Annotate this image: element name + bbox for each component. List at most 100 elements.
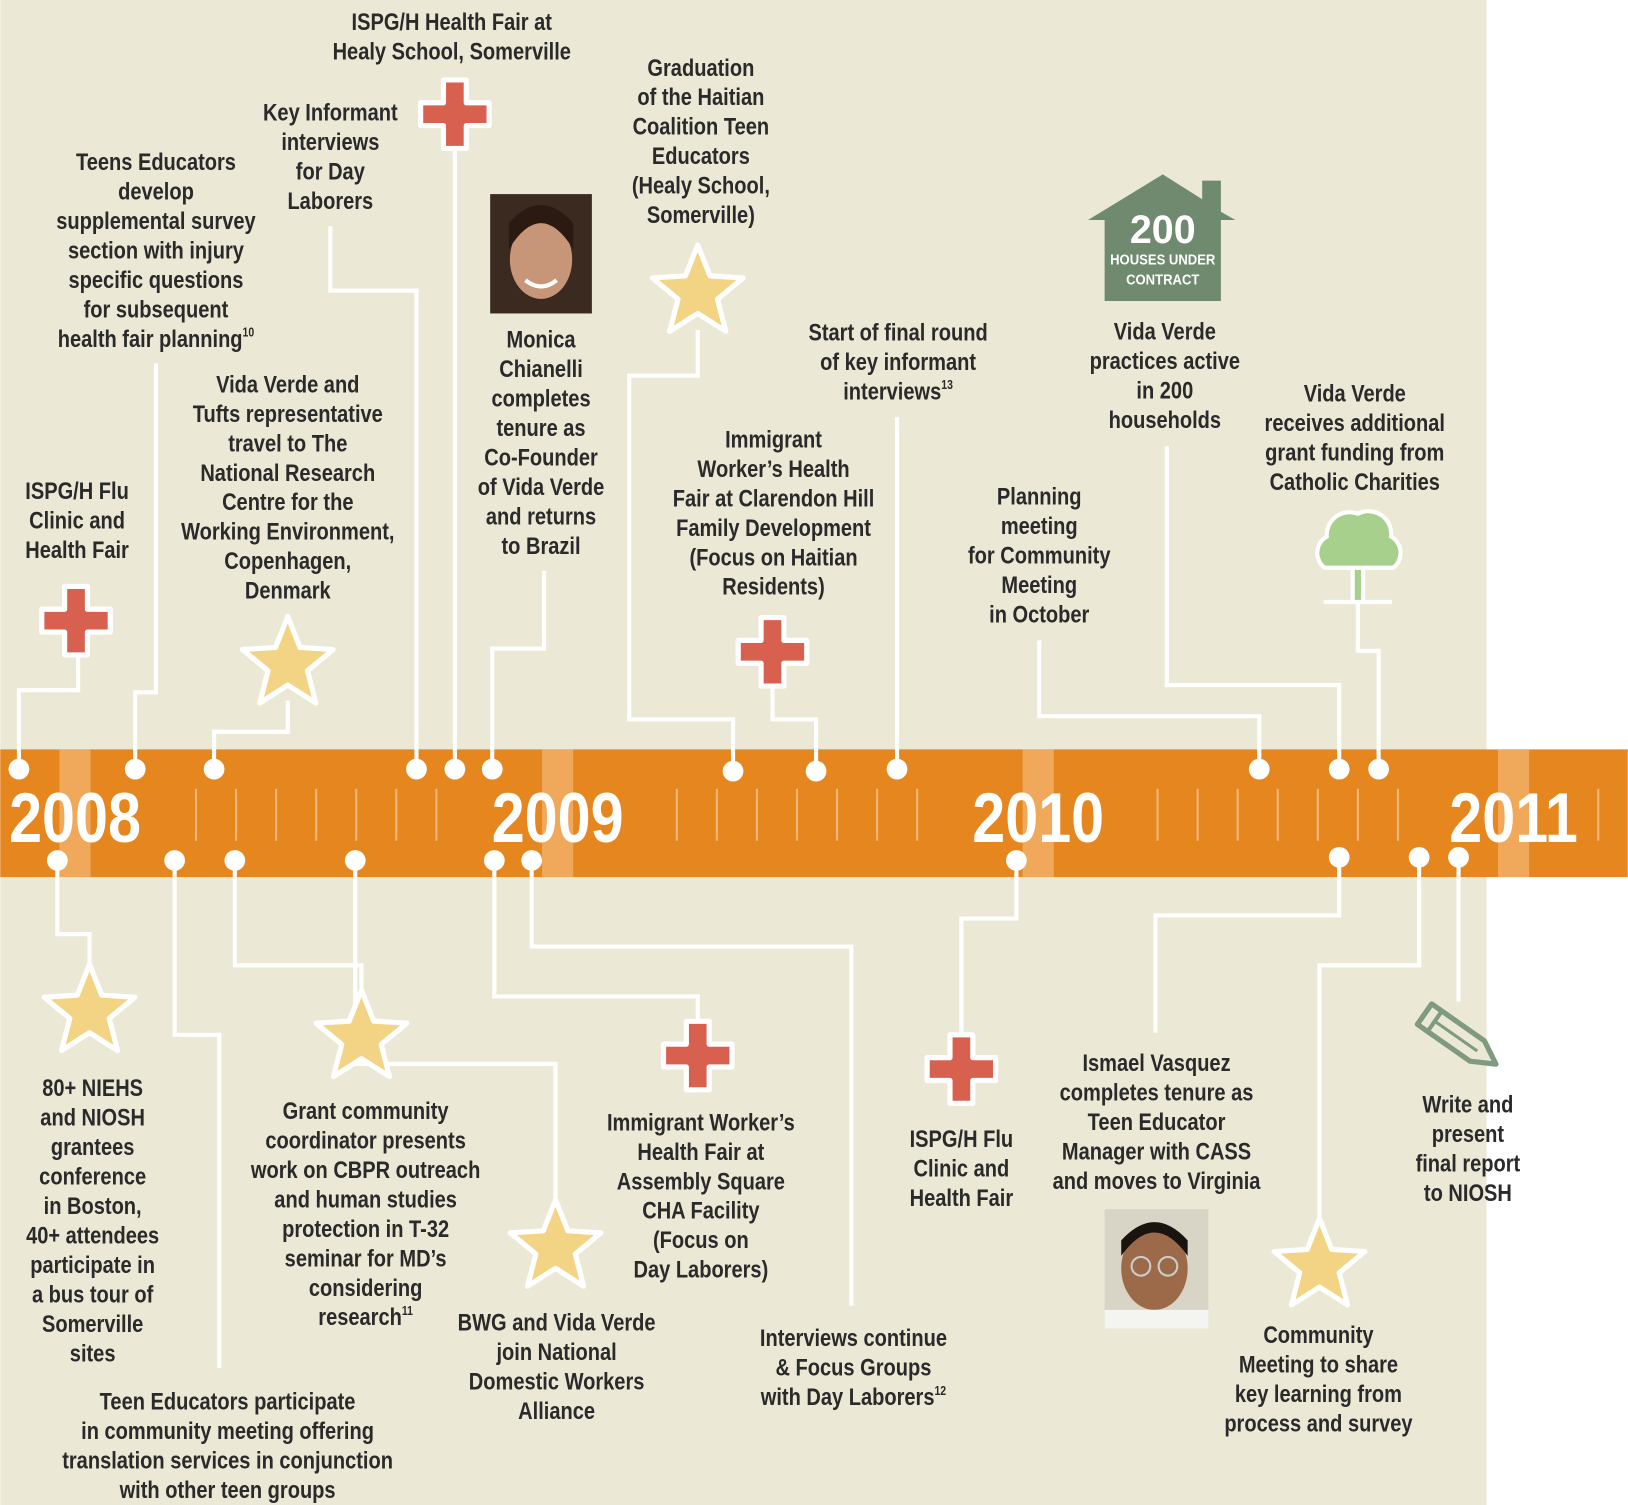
event-line: Centre for the xyxy=(222,489,353,516)
event-line: of Vida Verde xyxy=(478,473,605,500)
timeline-dot xyxy=(723,761,744,782)
event-text: ISPG/H Flu xyxy=(25,478,129,505)
event-text: practices active xyxy=(1090,347,1240,374)
event-text: Vida Verde xyxy=(1304,380,1406,407)
timeline-dot xyxy=(484,850,505,871)
event-line: (Focus on xyxy=(653,1227,749,1254)
event-text: completes tenure as xyxy=(1060,1079,1254,1106)
year-label: 2010 xyxy=(972,778,1104,857)
event-text: Grant community xyxy=(283,1097,450,1124)
event-text: Alliance xyxy=(518,1397,595,1424)
event-text: join National xyxy=(496,1338,617,1365)
event-line: Clinic and xyxy=(914,1155,1010,1182)
event-text: grant funding from xyxy=(1265,439,1444,466)
event-line: Immigrant Worker’s xyxy=(607,1109,795,1136)
event-line: in community meeting offering xyxy=(81,1417,374,1444)
footnote-mark: 13 xyxy=(941,379,953,392)
event-text: for subsequent xyxy=(84,296,229,323)
event-line: interviews xyxy=(843,378,941,405)
year-label: 2009 xyxy=(492,778,624,857)
event-text: & Focus Groups xyxy=(775,1354,931,1381)
tree-crown xyxy=(1317,511,1400,568)
event-line: completes tenure as xyxy=(1060,1079,1254,1106)
event-text: BWG and Vida Verde xyxy=(458,1309,656,1336)
event-line: and human studies xyxy=(274,1186,457,1213)
event-text: Working Environment, xyxy=(181,518,394,545)
event-line: Day Laborers) xyxy=(633,1256,768,1283)
house-caption: HOUSES UNDER xyxy=(1110,251,1215,268)
event-text: with Day Laborers12 xyxy=(760,1383,946,1410)
event-text: Manager with CASS xyxy=(1062,1138,1251,1165)
event-text: for Community xyxy=(968,542,1111,569)
event-line: & Focus Groups xyxy=(775,1354,931,1381)
timeline-dot xyxy=(1249,759,1270,780)
event-text: Graduation xyxy=(647,54,754,81)
event-text: households xyxy=(1109,406,1221,433)
event-line: Teens Educators xyxy=(76,149,236,176)
event-text: Somerville xyxy=(42,1310,143,1337)
timeline: 2008200920102011200HOUSES UNDERCONTRACTI… xyxy=(0,0,1628,1505)
event-line: to NIOSH xyxy=(1424,1179,1512,1206)
event-text: seminar for MD’s xyxy=(285,1245,447,1272)
timeline-dot xyxy=(444,759,465,780)
event-text: in Boston, xyxy=(44,1192,142,1219)
event-text: grantees xyxy=(51,1133,135,1160)
event-line: Laborers xyxy=(287,187,373,214)
event-line: Write and xyxy=(1422,1091,1513,1118)
event-line: interviews xyxy=(281,128,379,155)
event-line: 80+ NIEHS xyxy=(42,1074,143,1101)
event-text: Tufts representative xyxy=(193,400,383,427)
event-line: completes xyxy=(491,385,590,412)
timeline-dot xyxy=(204,759,225,780)
event-text: Copenhagen, xyxy=(224,548,351,575)
timeline-dot xyxy=(224,850,245,871)
event-text: (Healy School, xyxy=(632,172,770,199)
event-line: 40+ attendees xyxy=(26,1222,159,1249)
event-text: of Vida Verde xyxy=(478,473,605,500)
event-text: Key Informant xyxy=(263,99,398,126)
event-line: with Day Laborers xyxy=(760,1383,935,1410)
timeline-dot xyxy=(887,759,908,780)
event-text: travel to The xyxy=(228,430,347,457)
event-text: interviews13 xyxy=(843,378,953,405)
event-text: of the Haitian xyxy=(637,84,764,111)
event-line: Interviews continue xyxy=(760,1325,947,1352)
event-line: of the Haitian xyxy=(637,84,764,111)
event-text: Interviews continue xyxy=(760,1325,947,1352)
event-line: Start of final round xyxy=(808,319,987,346)
footnote-mark: 11 xyxy=(402,1305,414,1318)
timeline-dot xyxy=(47,850,68,871)
event-text: Community xyxy=(1263,1321,1374,1348)
event-line: and returns xyxy=(486,503,596,530)
event-line: Vida Verde and xyxy=(216,371,359,398)
event-line: ISPG/H Health Fair at xyxy=(352,8,553,35)
event-text: health fair planning10 xyxy=(58,325,254,352)
event-line: practices active xyxy=(1090,347,1240,374)
event-text: work on CBPR outreach xyxy=(250,1156,480,1183)
event-text: for Day xyxy=(296,158,366,185)
event-line: Meeting to share xyxy=(1239,1351,1398,1378)
event-text: Clinic and xyxy=(914,1155,1010,1182)
event-text: Health Fair at xyxy=(637,1138,765,1165)
event-line: section with injury xyxy=(68,237,245,264)
event-text: Health Fair xyxy=(25,537,129,564)
event-text: in 200 xyxy=(1136,377,1193,404)
event-line: translation services in conjunction xyxy=(62,1447,393,1474)
event-text: ISPG/H Flu xyxy=(910,1125,1014,1152)
event-text: Healy School, Somerville xyxy=(333,38,571,65)
event-text: Monica xyxy=(507,326,577,353)
event-text: Vida Verde xyxy=(1114,318,1216,345)
event-text: Laborers xyxy=(287,187,373,214)
event-text: develop xyxy=(118,178,194,205)
event-line: Manager with CASS xyxy=(1062,1138,1251,1165)
event-line: coordinator presents xyxy=(265,1127,465,1154)
event-text: Teens Educators xyxy=(76,149,236,176)
event-text: Family Development xyxy=(676,514,871,541)
event-line: for Day xyxy=(296,158,366,185)
event-line: for Community xyxy=(968,542,1111,569)
event-line: BWG and Vida Verde xyxy=(458,1309,656,1336)
event-text: and moves to Virginia xyxy=(1053,1167,1262,1194)
event-line: Teen Educator xyxy=(1088,1108,1226,1135)
event-line: and NIOSH xyxy=(40,1104,145,1131)
event-text: Denmark xyxy=(245,577,331,604)
